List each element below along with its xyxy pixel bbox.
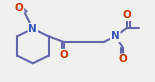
Text: N: N xyxy=(111,31,120,41)
Text: O: O xyxy=(119,54,128,64)
Text: O: O xyxy=(60,50,69,60)
Text: O: O xyxy=(123,10,131,20)
Text: N: N xyxy=(28,24,37,34)
Text: O: O xyxy=(15,3,23,13)
